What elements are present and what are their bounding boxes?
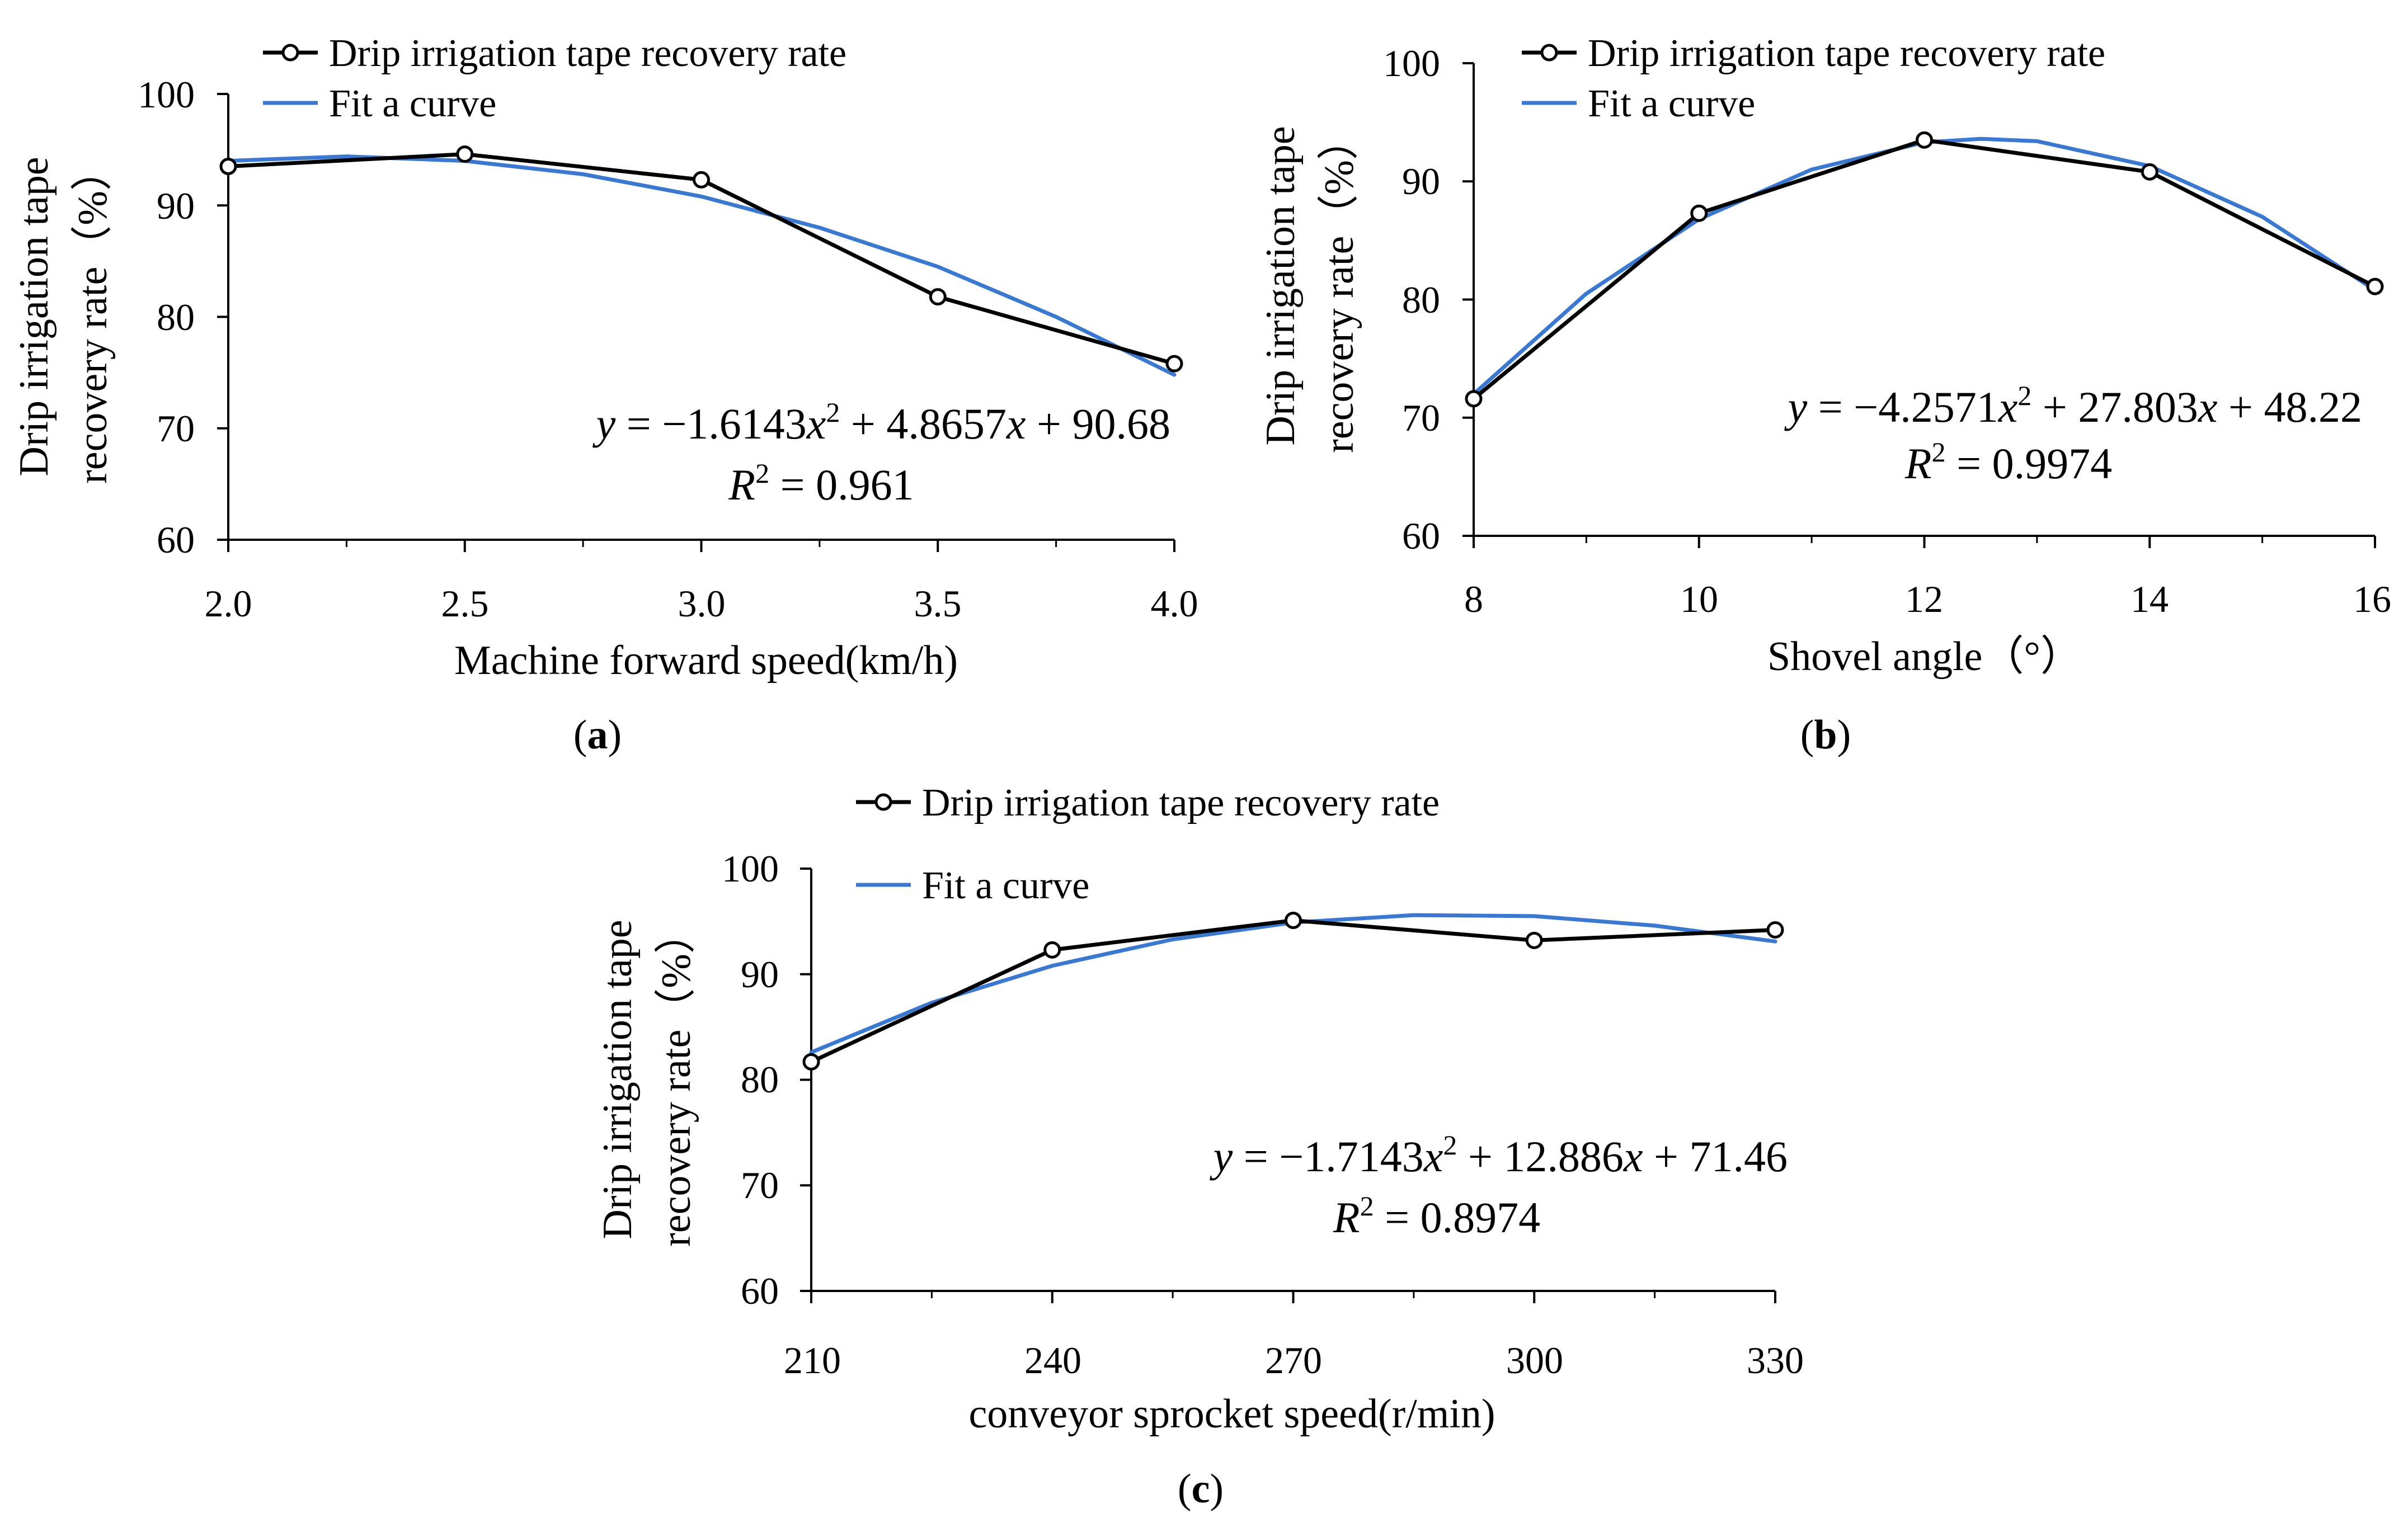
panel-a-data-markers <box>219 145 1183 373</box>
panel-c-xtick-label: 330 <box>1747 1339 1804 1382</box>
panel-a-caption: (a) <box>573 712 622 758</box>
panel-c-axes <box>810 869 1775 1292</box>
panel-a-y-axis-title-line2: recovery rate（%） <box>70 149 116 484</box>
panel-a-x-ticks <box>227 540 1175 552</box>
panel-c-legend-data-label: Drip irrigation tape recovery rate <box>922 781 1440 824</box>
panel-c-r-squared: R2 = 0.8974 <box>1333 1190 1540 1242</box>
panel-a-x-axis-title: Machine forward speed(km/h) <box>454 638 958 683</box>
panel-b-xtick-label: 14 <box>2130 578 2169 620</box>
panel-a-legend-fit-label: Fit a curve <box>329 82 496 125</box>
panel-a-fit-series <box>226 154 1177 377</box>
panel-b-legend-data-marker <box>1540 44 1558 62</box>
panel-c-y-ticks <box>800 868 811 1292</box>
panel-a-xtick-label: 4.0 <box>1151 582 1198 625</box>
panel-a-data-point <box>219 158 237 176</box>
panel-b-data-point <box>1465 390 1483 408</box>
panel-c-xtick-label: 210 <box>784 1339 841 1382</box>
panel-b-xtick-label: 8 <box>1464 578 1483 620</box>
panel-c-data-point <box>1285 911 1302 929</box>
panel-a-r-squared: R2 = 0.961 <box>728 458 914 509</box>
panel-c-ytick-label: 100 <box>722 847 779 890</box>
panel-b: 8 10 12 14 16 60 70 80 90 100 Shovel ang… <box>1258 32 2391 758</box>
panel-b-fit-series <box>1471 136 2377 396</box>
panel-c-xtick-label: 270 <box>1265 1339 1322 1382</box>
panel-c-legend: Drip irrigation tape recovery rate Fit a… <box>856 781 1440 907</box>
panel-a-data-point <box>693 171 710 188</box>
panel-c-ytick-label: 70 <box>741 1164 779 1206</box>
panel-b-y-axis-title-line1: Drip irrigation tape <box>1258 126 1304 445</box>
panel-a-y-ticks <box>217 93 228 541</box>
panel-b-ytick-label: 70 <box>1402 397 1440 439</box>
panel-c-data-markers <box>802 911 1784 1071</box>
panel-c-legend-fit-label: Fit a curve <box>922 864 1089 907</box>
panel-b-r-squared: R2 = 0.9974 <box>1904 436 2112 488</box>
panel-b-legend-fit-label: Fit a curve <box>1588 82 1755 125</box>
panel-b-data-markers <box>1465 131 2384 408</box>
panel-a-xtick-label: 2.5 <box>441 582 489 625</box>
panel-b-legend: Drip irrigation tape recovery rate Fit a… <box>1522 32 2105 125</box>
panel-b-caption: (b) <box>1800 712 1851 758</box>
panel-b-data-point <box>2366 277 2384 295</box>
panel-b-legend-data-label: Drip irrigation tape recovery rate <box>1588 32 2105 75</box>
panel-c-xtick-label: 300 <box>1506 1339 1563 1382</box>
panel-a-y-axis-title-line1: Drip irrigation tape <box>11 157 57 476</box>
panel-b-ytick-label: 60 <box>1402 515 1440 557</box>
panel-c-data-point <box>1766 921 1784 939</box>
panel-b-xtick-label: 12 <box>1905 578 1943 620</box>
panel-c-x-axis-title: conveyor sprocket speed(r/min) <box>968 1391 1495 1437</box>
panel-a-ytick-label: 90 <box>157 185 195 227</box>
panel-c: 210 240 270 300 330 60 70 80 90 100 conv… <box>595 781 1804 1512</box>
panel-b-y-ticks <box>1462 62 1474 537</box>
panel-b-x-axis-title: Shovel angle（°） <box>1767 634 2082 680</box>
panel-c-ytick-label: 80 <box>741 1058 779 1101</box>
panel-b-ytick-label: 80 <box>1402 279 1440 321</box>
panel-c-caption: (c) <box>1178 1466 1224 1512</box>
panel-c-ytick-label: 60 <box>741 1270 779 1312</box>
panel-a-data-point <box>1165 355 1183 373</box>
panel-c-xtick-label: 240 <box>1024 1339 1081 1382</box>
panel-c-legend-data-marker <box>874 793 892 811</box>
panel-b-y-axis-title-line2: recovery rate（%） <box>1316 119 1362 453</box>
panel-c-x-ticks <box>810 1291 1776 1303</box>
panel-b-data-line <box>1472 138 2376 400</box>
panel-c-y-axis-title-line2: recovery rate（%） <box>653 912 699 1247</box>
panel-a-legend: Drip irrigation tape recovery rate Fit a… <box>263 32 846 125</box>
panel-a-data-point <box>456 145 474 163</box>
panel-a-legend-data-marker <box>281 44 299 62</box>
panel-a-equation: y = −1.6143x2 + 4.8657x + 90.68 <box>592 397 1170 448</box>
panel-a-xtick-label: 2.0 <box>205 582 252 625</box>
panel-c-y-axis-title-line1: Drip irrigation tape <box>595 920 641 1239</box>
panel-a-fit-curve <box>226 154 1177 377</box>
panel-a-ytick-label: 60 <box>157 518 195 561</box>
panel-b-ytick-label: 90 <box>1402 160 1440 202</box>
panel-c-data-point <box>802 1053 820 1071</box>
panel-b-data-series <box>1472 138 2376 400</box>
panel-b-data-point <box>2141 163 2158 181</box>
panel-a-xtick-label: 3.5 <box>914 582 962 625</box>
panel-c-ytick-label: 90 <box>741 953 779 996</box>
panel-a-legend-data-label: Drip irrigation tape recovery rate <box>329 32 846 75</box>
panel-a-data-point <box>929 288 947 306</box>
panel-a-ytick-label: 70 <box>157 407 195 450</box>
panel-a-ytick-label: 80 <box>157 296 195 338</box>
panel-a-ytick-label: 100 <box>138 73 195 116</box>
panel-a: 2.0 2.5 3.0 3.5 4.0 60 70 80 90 100 Mach… <box>11 32 1198 758</box>
panel-c-equation: y = −1.7143x2 + 12.886x + 71.46 <box>1210 1129 1788 1181</box>
panel-b-x-ticks <box>1473 536 2376 548</box>
panel-c-data-line <box>810 918 1776 1064</box>
panel-b-xtick-label: 10 <box>1680 578 1718 620</box>
panel-b-xtick-label: 16 <box>2353 578 2391 620</box>
panel-a-xtick-label: 3.0 <box>678 582 726 625</box>
panel-c-data-point <box>1525 931 1543 949</box>
panel-b-equation: y = −4.2571x2 + 27.803x + 48.22 <box>1784 380 2362 431</box>
panel-b-data-point <box>1916 131 1933 149</box>
panel-b-fit-curve <box>1471 136 2377 396</box>
panel-b-data-point <box>1690 204 1708 222</box>
panel-c-data-point <box>1043 941 1061 959</box>
panel-b-ytick-label: 100 <box>1383 42 1440 84</box>
panel-c-data-series <box>810 918 1776 1064</box>
